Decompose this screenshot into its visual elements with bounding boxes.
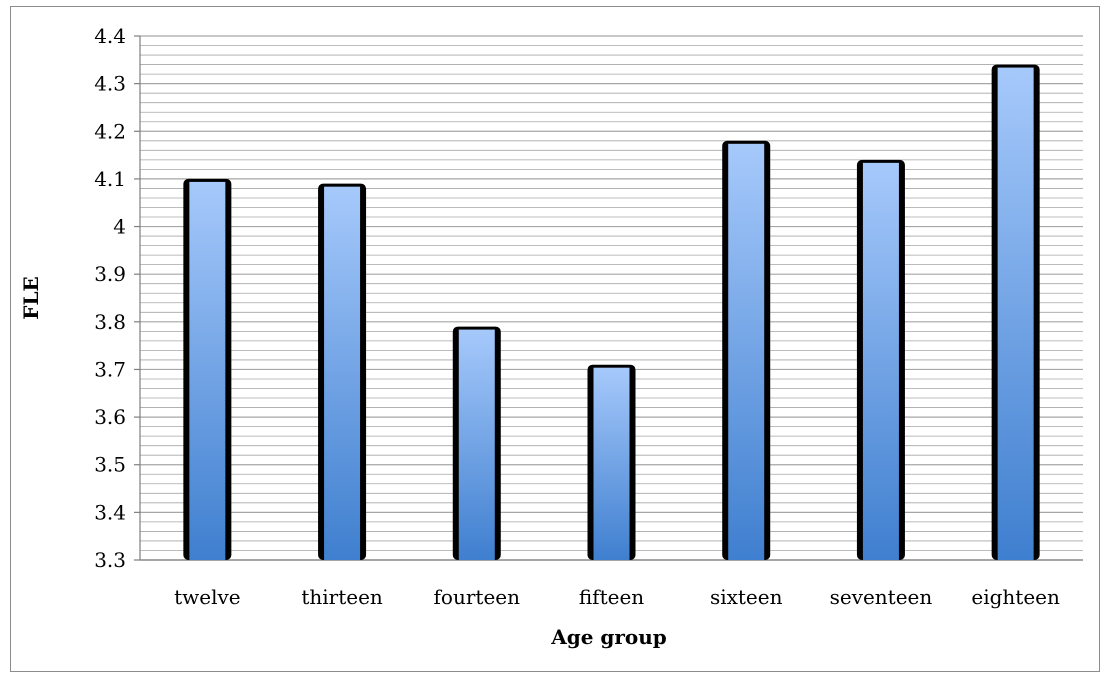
x-axis-title: Age group <box>550 625 667 649</box>
bar <box>991 64 1040 560</box>
bar-fill <box>324 186 361 560</box>
bar-fill <box>593 367 630 560</box>
bar <box>587 364 636 560</box>
bar-fill <box>189 181 226 560</box>
y-tick-labels: 3.3 3.4 3.5 3.6 3.7 3.8 3.9 4 4.1 4.2 4.3 4.4 <box>94 24 126 572</box>
bar <box>452 326 501 560</box>
x-tick-label: twelve <box>174 585 241 609</box>
x-tick-labels: twelve thirteen fourteen fifteen sixteen seve… <box>174 585 1060 609</box>
y-tick-label: 3.6 <box>94 405 126 429</box>
bar <box>722 140 771 561</box>
y-tick-label: 4.2 <box>94 119 126 143</box>
x-tick-label: seventeen <box>830 585 933 609</box>
y-tick-label: 3.4 <box>94 500 126 524</box>
bar <box>856 159 905 560</box>
bar <box>183 178 232 560</box>
bar-fill <box>997 67 1034 560</box>
x-tick-label: sixteen <box>710 585 783 609</box>
y-tick-label: 3.5 <box>94 453 126 477</box>
y-tick-label: 3.8 <box>94 310 126 334</box>
y-tick-label: 3.9 <box>94 262 126 286</box>
x-tick-label: fifteen <box>579 585 644 609</box>
y-tick-label: 4.1 <box>94 167 126 191</box>
y-tick-label: 4 <box>113 215 126 239</box>
bars <box>183 64 1040 561</box>
bar <box>318 183 367 560</box>
y-tick-label: 4.4 <box>94 24 126 48</box>
bar-fill <box>458 329 495 560</box>
y-tick-label: 4.3 <box>94 72 126 96</box>
x-tick-label: fourteen <box>434 585 521 609</box>
y-axis-title: FLE <box>19 276 43 320</box>
y-tick-label: 3.3 <box>94 548 126 572</box>
x-tick-label: thirteen <box>301 585 383 609</box>
x-tick-label: eighteen <box>971 585 1060 609</box>
y-tick-label: 3.7 <box>94 357 126 381</box>
bar-fill <box>862 162 899 560</box>
bar-fill <box>728 143 765 561</box>
